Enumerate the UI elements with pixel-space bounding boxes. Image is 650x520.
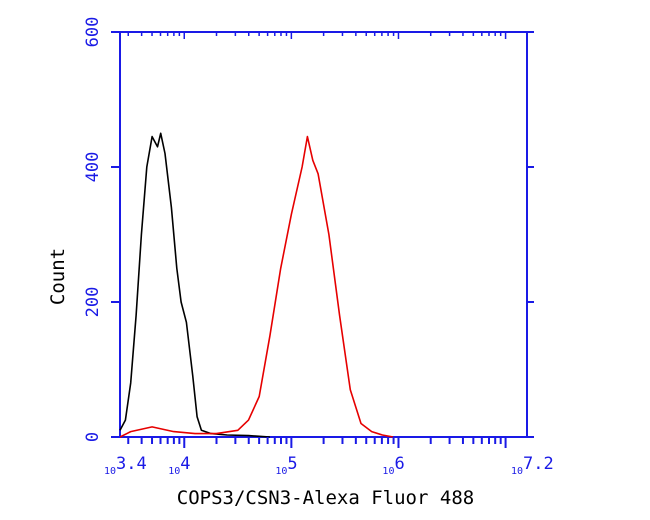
plot-area <box>119 31 528 438</box>
y-tick-label: 200 <box>83 287 103 318</box>
y-tick-label: 400 <box>83 152 103 183</box>
y-tick-label: 600 <box>83 17 103 48</box>
histogram-series-2 <box>119 135 394 438</box>
x-tick-label-base: 10 <box>275 466 287 477</box>
x-tick-label-base: 10 <box>104 466 116 477</box>
plot-frame <box>119 31 528 438</box>
x-tick-label-exponent: 3.4 <box>116 454 147 474</box>
x-tick-label-exponent: 6 <box>394 454 404 474</box>
histogram-series-1 <box>119 132 270 438</box>
x-tick-label-base: 10 <box>382 466 394 477</box>
x-tick-label-exponent: 5 <box>287 454 297 474</box>
x-tick-label-base: 10 <box>168 466 180 477</box>
x-tick-label-exponent: 4 <box>180 454 190 474</box>
x-tick-label-base: 10 <box>511 466 523 477</box>
x-axis-label: COPS3/CSN3-Alexa Fluor 488 <box>177 487 474 509</box>
series-group <box>119 132 394 438</box>
x-tick-label-exponent: 7.2 <box>523 454 554 474</box>
y-tick-label: 0 <box>83 432 103 442</box>
y-axis-label: Count <box>47 248 69 305</box>
